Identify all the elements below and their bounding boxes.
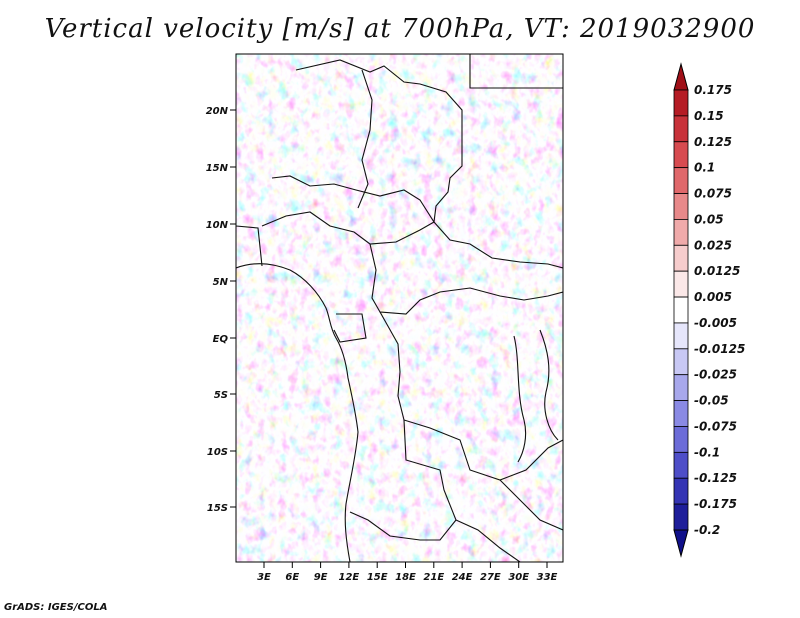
colorbar-segment — [673, 426, 689, 453]
lon-tick-label: 6E — [285, 572, 299, 583]
colorbar-label: -0.125 — [694, 471, 737, 485]
colorbar-segment — [673, 270, 689, 298]
colorbar-segment — [673, 400, 689, 427]
velocity-field — [236, 54, 563, 562]
colorbar-label: -0.2 — [694, 523, 720, 537]
lat-tick-label: 10S — [207, 447, 228, 458]
colorbar-segment — [673, 219, 689, 246]
lon-tick-label: 15E — [367, 572, 388, 583]
lon-tick-label: 12E — [339, 572, 360, 583]
colorbar-segment — [673, 348, 689, 376]
colorbar-label: 0.05 — [694, 212, 724, 226]
lat-tick-label: 15N — [206, 163, 229, 174]
lat-tick-label: 15S — [207, 503, 228, 514]
lat-tick-label: 5S — [214, 390, 228, 401]
lon-tick-label: 21E — [423, 572, 444, 583]
country-borders — [236, 54, 563, 562]
colorbar-label: -0.175 — [694, 497, 737, 511]
colorbar-label: 0.125 — [694, 135, 732, 149]
lat-tick-label: 10N — [206, 220, 229, 231]
lon-tick-label: 3E — [257, 572, 271, 583]
lon-tick-label: 24E — [452, 572, 473, 583]
colorbar-label: 0.025 — [694, 238, 732, 252]
colorbar-label: 0.005 — [694, 290, 732, 304]
colorbar-segment — [673, 322, 689, 350]
colorbar-segment — [673, 115, 689, 143]
colorbar-segment — [673, 296, 689, 324]
colorbar-label: 0.075 — [694, 187, 732, 201]
lon-tick-label: 30E — [508, 572, 529, 583]
lon-tick-label: 18E — [395, 572, 416, 583]
lon-tick-label: 9E — [314, 572, 328, 583]
colorbar-segment — [673, 451, 689, 479]
colorbar-label: -0.0125 — [694, 342, 745, 356]
chart-title: Vertical velocity [m/s] at 700hPa, VT: 2… — [44, 14, 756, 44]
lon-tick-label: 33E — [537, 572, 558, 583]
colorbar-label: 0.0125 — [694, 264, 740, 278]
map-frame — [235, 53, 564, 563]
colorbar: 0.175 0.15 0.125 0.1 0.075 0.05 0.025 0.0125 0.0… — [673, 62, 745, 558]
colorbar-label: -0.075 — [694, 419, 737, 433]
lon-tick-label: 27E — [480, 572, 501, 583]
longitude-axis: 3E 6E 9E 12E 15E 18E 21E 24E 27E 30E 33E — [257, 562, 558, 583]
colorbar-label: 0.15 — [694, 109, 724, 123]
colorbar-segment — [673, 477, 689, 505]
lat-tick-label: 20N — [206, 106, 229, 117]
colorbar-segment — [673, 193, 689, 220]
grads-credit: GrADS: IGES/COLA — [4, 602, 108, 613]
colorbar-label: -0.05 — [694, 394, 729, 408]
colorbar-segment — [673, 503, 689, 531]
colorbar-label: 0.175 — [694, 83, 732, 97]
colorbar-segment — [673, 89, 689, 117]
latitude-axis: 20N 15N 10N 5N EQ 5S 10S 15S — [206, 106, 236, 514]
colorbar-bottom-arrow — [673, 529, 689, 558]
colorbar-segment — [673, 374, 689, 401]
colorbar-segment — [673, 167, 689, 194]
colorbar-label: 0.1 — [694, 161, 715, 175]
lat-tick-label: EQ — [213, 334, 229, 345]
colorbar-label: -0.1 — [694, 445, 720, 459]
lat-tick-label: 5N — [213, 277, 229, 288]
colorbar-segment — [673, 244, 689, 272]
colorbar-segment — [673, 141, 689, 169]
colorbar-label: -0.005 — [694, 316, 737, 330]
colorbar-top-arrow — [673, 62, 689, 91]
colorbar-label: -0.025 — [694, 368, 737, 382]
